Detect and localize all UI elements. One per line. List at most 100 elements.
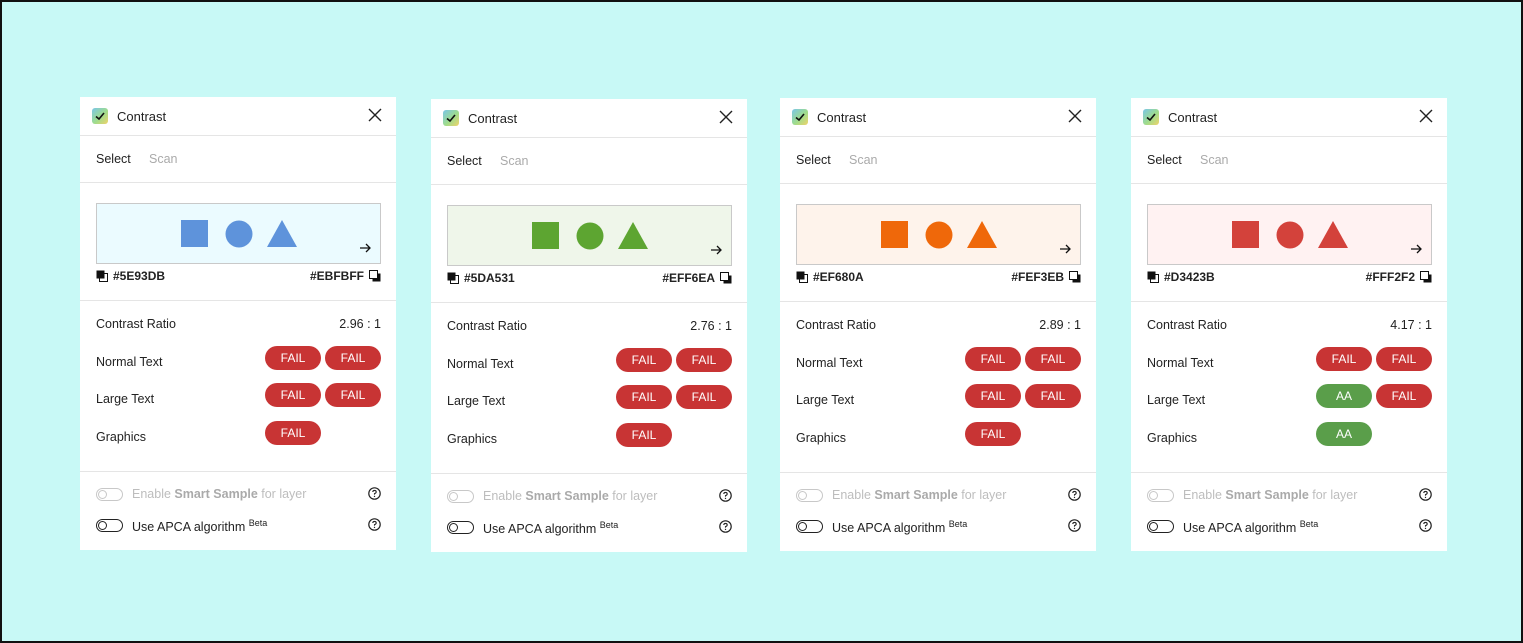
close-icon[interactable] xyxy=(1419,109,1433,123)
tab-scan[interactable]: Scan xyxy=(849,153,878,167)
titlebar: Contrast xyxy=(431,99,747,138)
contrast-plugin-icon xyxy=(443,110,459,126)
help-circle-icon[interactable] xyxy=(1419,488,1432,501)
arrow-right-icon[interactable] xyxy=(1411,241,1423,259)
help-circle-icon[interactable] xyxy=(719,520,732,533)
square-shape xyxy=(1232,221,1259,248)
arrow-right-icon[interactable] xyxy=(360,240,372,258)
tab-select[interactable]: Select xyxy=(796,153,831,167)
panel-title: Contrast xyxy=(117,109,167,124)
background-color[interactable]: #EFF6EA xyxy=(662,271,732,285)
apca-toggle[interactable] xyxy=(96,519,123,532)
tab-scan[interactable]: Scan xyxy=(1200,153,1229,167)
smart-sample-toggle[interactable] xyxy=(96,488,123,501)
tab-bar: Select Scan xyxy=(780,137,1096,184)
triangle-shape xyxy=(267,220,297,247)
result-row: Graphics FAIL xyxy=(796,421,1081,469)
tab-bar: Select Scan xyxy=(431,138,747,185)
foreground-color[interactable]: #EF680A xyxy=(796,270,864,284)
background-color[interactable]: #EBFBFF xyxy=(310,269,381,283)
tab-select[interactable]: Select xyxy=(1147,153,1182,167)
copy-icon xyxy=(1069,271,1081,283)
color-preview xyxy=(796,204,1081,265)
smart-sample-label: Enable Smart Sample for layer xyxy=(483,489,658,503)
contrast-ratio-label: Contrast Ratio xyxy=(447,319,527,333)
help-circle-icon[interactable] xyxy=(1068,488,1081,501)
help-circle-icon[interactable] xyxy=(368,487,381,500)
contrast-ratio-value: 2.89 : 1 xyxy=(1039,318,1081,332)
hex-row: #5E93DB #EBFBFF xyxy=(96,269,381,285)
foreground-color[interactable]: #D3423B xyxy=(1147,270,1215,284)
apca-label: Use APCA algorithm Beta xyxy=(132,518,268,535)
fail-badge: FAIL xyxy=(265,420,321,445)
smart-sample-toggle[interactable] xyxy=(796,489,823,502)
tab-scan[interactable]: Scan xyxy=(500,154,529,168)
result-label: Large Text xyxy=(1147,393,1206,407)
contrast-plugin-icon xyxy=(792,109,808,125)
results: Contrast Ratio 2.96 : 1 Normal Text FAIL… xyxy=(96,317,381,467)
tab-scan[interactable]: Scan xyxy=(149,152,178,166)
close-icon[interactable] xyxy=(1068,109,1082,123)
fail-badge: FAIL xyxy=(965,421,1021,446)
circle-shape xyxy=(1276,221,1304,249)
arrow-right-icon[interactable] xyxy=(1060,241,1072,259)
hex-row: #EF680A #FEF3EB xyxy=(796,270,1081,286)
apca-toggle[interactable] xyxy=(796,520,823,533)
contrast-panel: Contrast Select Scan #D3423B xyxy=(1131,98,1447,551)
foreground-color[interactable]: #5DA531 xyxy=(447,271,515,285)
help-circle-icon[interactable] xyxy=(1419,519,1432,532)
fail-badge: FAIL xyxy=(616,347,672,372)
tab-select[interactable]: Select xyxy=(447,154,482,168)
result-label: Normal Text xyxy=(447,356,514,371)
foreground-color[interactable]: #5E93DB xyxy=(96,269,165,283)
fail-badge: FAIL xyxy=(616,385,672,409)
contrast-ratio-value: 2.76 : 1 xyxy=(690,319,732,333)
panel-title: Contrast xyxy=(1168,110,1218,125)
help-circle-icon[interactable] xyxy=(1068,519,1081,532)
help-circle-icon[interactable] xyxy=(368,518,381,531)
triangle-shape xyxy=(967,221,997,248)
tab-select[interactable]: Select xyxy=(96,152,131,166)
contrast-panel: Contrast Select Scan #5E93DB xyxy=(80,97,396,550)
contrast-ratio-label: Contrast Ratio xyxy=(1147,318,1227,332)
circle-shape xyxy=(225,220,253,248)
background-color[interactable]: #FFF2F2 xyxy=(1366,270,1432,284)
preview-shapes xyxy=(1232,221,1348,249)
result-label: Normal Text xyxy=(796,355,863,370)
panel-title: Contrast xyxy=(817,110,867,125)
divider xyxy=(80,300,396,301)
circle-shape xyxy=(925,221,953,249)
copy-icon xyxy=(1147,271,1159,283)
contrast-panel: Contrast Select Scan #EF680A xyxy=(780,98,1096,551)
tab-bar: Select Scan xyxy=(1131,137,1447,184)
contrast-ratio-label: Contrast Ratio xyxy=(96,317,176,331)
color-preview xyxy=(447,205,732,266)
color-preview xyxy=(1147,204,1432,265)
fail-badge: FAIL xyxy=(965,346,1021,371)
preview-shapes xyxy=(532,222,648,250)
divider xyxy=(431,302,747,303)
results: Contrast Ratio 2.89 : 1 Normal Text FAIL… xyxy=(796,318,1081,468)
apca-toggle[interactable] xyxy=(1147,520,1174,533)
foreground-hex: #5E93DB xyxy=(113,269,166,283)
result-row: Large Text FAIL FAIL xyxy=(96,383,381,430)
smart-sample-toggle[interactable] xyxy=(1147,489,1174,502)
close-icon[interactable] xyxy=(719,110,733,124)
divider xyxy=(1131,301,1447,302)
circle-shape xyxy=(576,222,604,250)
background-color[interactable]: #FEF3EB xyxy=(1011,270,1081,284)
help-circle-icon[interactable] xyxy=(719,489,732,502)
fail-badge: FAIL xyxy=(265,383,321,407)
triangle-shape xyxy=(1318,221,1348,248)
arrow-right-icon[interactable] xyxy=(711,242,723,260)
result-label: Graphics xyxy=(1147,430,1198,445)
result-label: Graphics xyxy=(96,429,147,444)
result-label: Normal Text xyxy=(96,354,163,369)
result-row: Normal Text FAIL FAIL xyxy=(447,347,732,395)
apca-toggle[interactable] xyxy=(447,521,474,534)
titlebar: Contrast xyxy=(1131,98,1447,137)
contrast-ratio-row: Contrast Ratio 2.96 : 1 xyxy=(96,317,381,355)
smart-sample-toggle[interactable] xyxy=(447,490,474,503)
close-icon[interactable] xyxy=(368,108,382,122)
